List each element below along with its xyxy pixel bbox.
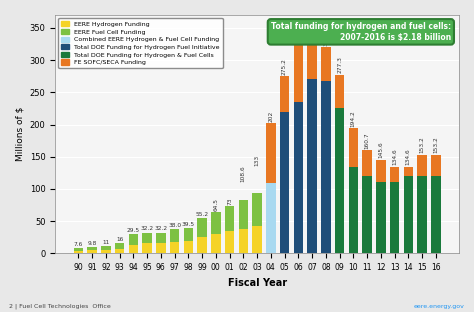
Bar bbox=[73, 248, 83, 251]
Bar bbox=[225, 206, 234, 232]
Text: 319.6: 319.6 bbox=[323, 30, 328, 46]
Bar bbox=[431, 155, 441, 176]
Bar bbox=[280, 112, 290, 253]
Text: 329.7: 329.7 bbox=[296, 23, 301, 40]
Text: 275.2: 275.2 bbox=[282, 58, 287, 75]
Text: 73: 73 bbox=[227, 197, 232, 205]
Text: 153.2: 153.2 bbox=[433, 137, 438, 154]
Bar bbox=[335, 108, 345, 253]
Bar bbox=[390, 182, 400, 253]
Bar bbox=[225, 232, 234, 253]
Bar bbox=[156, 233, 165, 243]
Bar bbox=[376, 183, 386, 253]
Text: 39.5: 39.5 bbox=[182, 222, 195, 227]
Bar bbox=[128, 245, 138, 253]
Bar bbox=[293, 102, 303, 253]
Text: 7.6: 7.6 bbox=[73, 242, 83, 247]
Text: 2 | Fuel Cell Technologies  Office: 2 | Fuel Cell Technologies Office bbox=[9, 303, 111, 309]
Bar bbox=[197, 236, 207, 253]
X-axis label: Fiscal Year: Fiscal Year bbox=[228, 278, 287, 288]
Bar bbox=[390, 167, 400, 182]
Text: 55.2: 55.2 bbox=[195, 212, 209, 217]
Bar bbox=[211, 212, 220, 234]
Bar bbox=[115, 243, 124, 249]
Bar bbox=[293, 41, 303, 102]
Bar bbox=[307, 45, 317, 80]
Bar bbox=[156, 243, 165, 253]
Text: 64.5: 64.5 bbox=[213, 197, 219, 211]
Text: 133: 133 bbox=[255, 155, 260, 166]
Bar bbox=[170, 242, 179, 253]
Text: 145.6: 145.6 bbox=[378, 142, 383, 158]
Bar bbox=[403, 167, 413, 176]
Bar bbox=[183, 228, 193, 241]
Bar bbox=[238, 229, 248, 253]
Bar bbox=[87, 250, 97, 253]
Bar bbox=[142, 243, 152, 253]
Bar bbox=[335, 75, 345, 108]
Text: Total funding for hydrogen and fuel cells:
2007-2016 is $2.18 billion: Total funding for hydrogen and fuel cell… bbox=[271, 22, 451, 41]
Text: 277.3: 277.3 bbox=[337, 56, 342, 73]
Text: 323.3: 323.3 bbox=[310, 27, 315, 44]
Bar bbox=[403, 176, 413, 253]
Bar bbox=[307, 80, 317, 253]
Y-axis label: Millions of $: Millions of $ bbox=[15, 107, 24, 161]
Bar bbox=[101, 246, 110, 250]
Bar bbox=[197, 218, 207, 236]
Bar bbox=[266, 123, 276, 183]
Bar bbox=[87, 247, 97, 250]
Text: 38.0: 38.0 bbox=[168, 222, 181, 227]
Bar bbox=[238, 200, 248, 229]
Text: 160.7: 160.7 bbox=[365, 132, 370, 149]
Bar bbox=[128, 234, 138, 245]
Text: 194.2: 194.2 bbox=[351, 110, 356, 127]
Bar bbox=[417, 155, 427, 176]
Bar bbox=[211, 234, 220, 253]
Bar bbox=[266, 183, 276, 253]
Bar bbox=[417, 176, 427, 253]
Bar bbox=[321, 81, 331, 253]
Text: 9.8: 9.8 bbox=[87, 241, 97, 246]
Bar bbox=[73, 251, 83, 253]
Text: 202: 202 bbox=[268, 111, 273, 122]
Text: 11: 11 bbox=[102, 240, 109, 245]
Bar bbox=[362, 150, 372, 176]
Bar bbox=[348, 167, 358, 253]
Text: 134.6: 134.6 bbox=[406, 149, 411, 165]
Text: eere.energy.gov: eere.energy.gov bbox=[414, 304, 465, 309]
Bar bbox=[362, 176, 372, 253]
Text: 153.2: 153.2 bbox=[419, 137, 425, 154]
Bar bbox=[115, 249, 124, 253]
Text: 134.6: 134.6 bbox=[392, 149, 397, 165]
Text: 108.6: 108.6 bbox=[241, 165, 246, 182]
Bar bbox=[348, 128, 358, 167]
Text: 32.2: 32.2 bbox=[154, 226, 167, 231]
Bar bbox=[252, 193, 262, 226]
Text: 16: 16 bbox=[116, 237, 123, 242]
Bar bbox=[170, 229, 179, 242]
Bar bbox=[101, 250, 110, 253]
Bar bbox=[183, 241, 193, 253]
Bar bbox=[142, 233, 152, 243]
Text: 29.5: 29.5 bbox=[127, 228, 140, 233]
Bar bbox=[376, 159, 386, 183]
Legend: EERE Hydrogen Funding, EERE Fuel Cell Funding, Combined EERE Hydrogen & Fuel Cel: EERE Hydrogen Funding, EERE Fuel Cell Fu… bbox=[58, 18, 222, 68]
Bar bbox=[431, 176, 441, 253]
Bar bbox=[280, 76, 290, 112]
Text: 32.2: 32.2 bbox=[140, 226, 154, 231]
Bar bbox=[321, 47, 331, 81]
Bar bbox=[252, 226, 262, 253]
